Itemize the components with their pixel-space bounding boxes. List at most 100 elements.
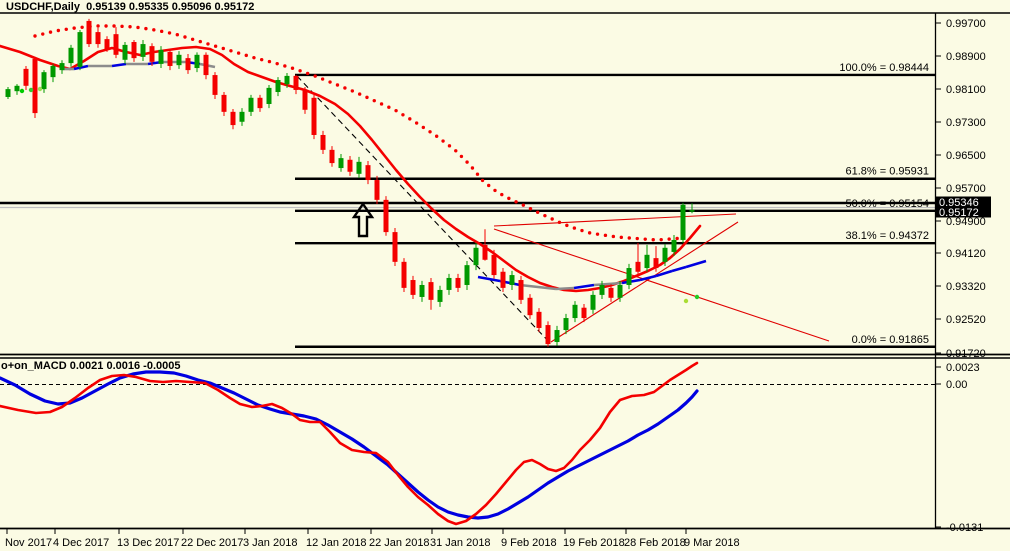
candle-bull bbox=[239, 111, 245, 122]
ma-dotted-dot bbox=[175, 32, 180, 37]
ma-dotted-dot bbox=[320, 77, 325, 81]
candle-bear bbox=[293, 75, 299, 90]
candle-bull bbox=[122, 44, 128, 60]
candle-bear bbox=[320, 134, 326, 150]
ma-dotted-dot bbox=[343, 86, 347, 90]
ma-dotted-dot bbox=[183, 35, 187, 39]
macd-name: o+on_MACD bbox=[1, 360, 67, 372]
macd-indicator-label: o+on_MACD 0.0021 0.0016 -0.0005 bbox=[1, 360, 180, 372]
candle-bear bbox=[185, 58, 191, 71]
ma-dotted-dot bbox=[470, 166, 475, 170]
candle-bear bbox=[131, 42, 137, 59]
ma-dotted-dot bbox=[387, 105, 391, 109]
signal-dot-marker bbox=[683, 298, 689, 304]
trendline-object[interactable] bbox=[493, 213, 737, 227]
candle-bull bbox=[68, 47, 74, 64]
ma-dotted-dot bbox=[379, 102, 384, 106]
ma-dotted-dot bbox=[487, 183, 491, 188]
price-tag bbox=[936, 206, 991, 218]
price-pane[interactable]: 100.0% = 0.98444 61.8% = 0.95931 50.0% = 0… bbox=[0, 18, 935, 348]
candle-bull bbox=[689, 210, 695, 212]
ma-dotted-dot bbox=[221, 46, 225, 51]
candle-bull bbox=[14, 85, 20, 92]
ma-dotted-dot bbox=[275, 61, 279, 66]
time-axis-label: 28 Feb 2018 bbox=[624, 537, 686, 549]
ma-dotted-dot bbox=[454, 149, 458, 153]
ma-dotted-dot bbox=[64, 27, 68, 32]
ma-dotted-dot bbox=[465, 160, 469, 164]
candle-bear bbox=[104, 39, 110, 50]
ma-dotted-dot bbox=[48, 30, 53, 34]
ma-dotted-dot bbox=[104, 24, 108, 28]
candle-bull bbox=[59, 63, 65, 71]
ma-dotted-dot bbox=[267, 59, 272, 64]
stepped-ma-segment bbox=[685, 259, 707, 269]
candle-bear bbox=[383, 199, 389, 233]
candle-bear bbox=[428, 282, 434, 300]
fib-level-label: 38.1% = 0.94372 bbox=[846, 230, 930, 242]
macd-axis-label: 0.00 bbox=[946, 379, 967, 391]
ma-dotted-dot bbox=[365, 95, 369, 100]
candle-bear bbox=[230, 111, 236, 126]
price-tag bbox=[936, 196, 991, 208]
trendline-object[interactable] bbox=[493, 228, 830, 342]
candle-bull bbox=[599, 284, 605, 295]
ma-dotted-dot bbox=[550, 217, 554, 221]
ma-dotted-dot bbox=[475, 172, 480, 176]
trendline-object[interactable] bbox=[550, 221, 739, 343]
candle-bear bbox=[302, 89, 308, 110]
time-axis-label: 13 Dec 2017 bbox=[117, 537, 179, 549]
candle-bull bbox=[509, 275, 515, 285]
trendline-object[interactable] bbox=[296, 75, 552, 345]
macd-signal-line bbox=[0, 370, 699, 520]
macd-values: 0.0021 0.0016 -0.0005 bbox=[66, 360, 181, 372]
price-tag-value: 0.95172 bbox=[939, 207, 979, 219]
ma-dotted-dot bbox=[667, 237, 671, 241]
stepped-ma-segment bbox=[655, 269, 673, 278]
macd-axis-label: 0.0023 bbox=[946, 362, 980, 374]
candle-bull bbox=[671, 239, 677, 252]
candle-bear bbox=[500, 271, 506, 288]
ma-dotted-dot bbox=[259, 57, 264, 62]
candle-bear bbox=[311, 97, 317, 135]
candle-bull bbox=[5, 89, 11, 97]
candle-bull bbox=[248, 97, 254, 112]
ma-dotted-dot bbox=[651, 238, 655, 242]
fib-level-label: 0.0% = 0.91865 bbox=[852, 334, 929, 346]
ma-dotted-dot bbox=[313, 74, 317, 78]
candle-bear bbox=[491, 254, 497, 276]
time-axis-label: 3 Jan 2018 bbox=[243, 537, 297, 549]
candle-bear bbox=[32, 58, 38, 114]
time-axis-label: 9 Mar 2018 bbox=[684, 537, 740, 549]
candle-bear bbox=[86, 20, 92, 45]
candle-bear bbox=[608, 287, 614, 298]
candle-bull bbox=[338, 158, 344, 169]
candle-bear bbox=[536, 311, 542, 328]
time-axis-label: Nov 2017 bbox=[5, 537, 52, 549]
ma-dotted-dot bbox=[557, 220, 562, 225]
candle-bear bbox=[410, 280, 416, 295]
ma-dotted-dot bbox=[372, 98, 376, 103]
ma-dotted-dot bbox=[283, 64, 287, 68]
ma-dotted-dot bbox=[198, 39, 203, 44]
candle-bull bbox=[563, 318, 569, 331]
ma-dotted-dot bbox=[627, 236, 631, 240]
up-arrow-object[interactable] bbox=[351, 201, 375, 238]
chart-symbol-timeframe: USDCHF,Daily bbox=[6, 1, 80, 13]
price-tag-value: 0.95346 bbox=[939, 197, 979, 209]
candle-bear bbox=[347, 159, 353, 172]
ma-dotted-dot bbox=[328, 80, 332, 84]
ma-dotted-dot bbox=[572, 226, 577, 230]
macd-pane[interactable] bbox=[0, 361, 935, 526]
stepped-ma-segment bbox=[73, 64, 89, 71]
candle-bear bbox=[482, 244, 488, 260]
ma-dotted-dot bbox=[441, 139, 445, 143]
ma-dotted-dot bbox=[434, 134, 439, 138]
candle-bull bbox=[464, 265, 470, 285]
price-axis[interactable]: 0.99700 0.98900 0.98100 0.97300 0.96500 0.957… bbox=[935, 18, 991, 534]
candle-bull bbox=[446, 277, 452, 290]
fib-level-label: 61.8% = 0.95931 bbox=[846, 166, 930, 178]
time-axis[interactable]: Nov 2017 4 Dec 2017 13 Dec 2017 22 Dec 2017… bbox=[5, 529, 740, 549]
